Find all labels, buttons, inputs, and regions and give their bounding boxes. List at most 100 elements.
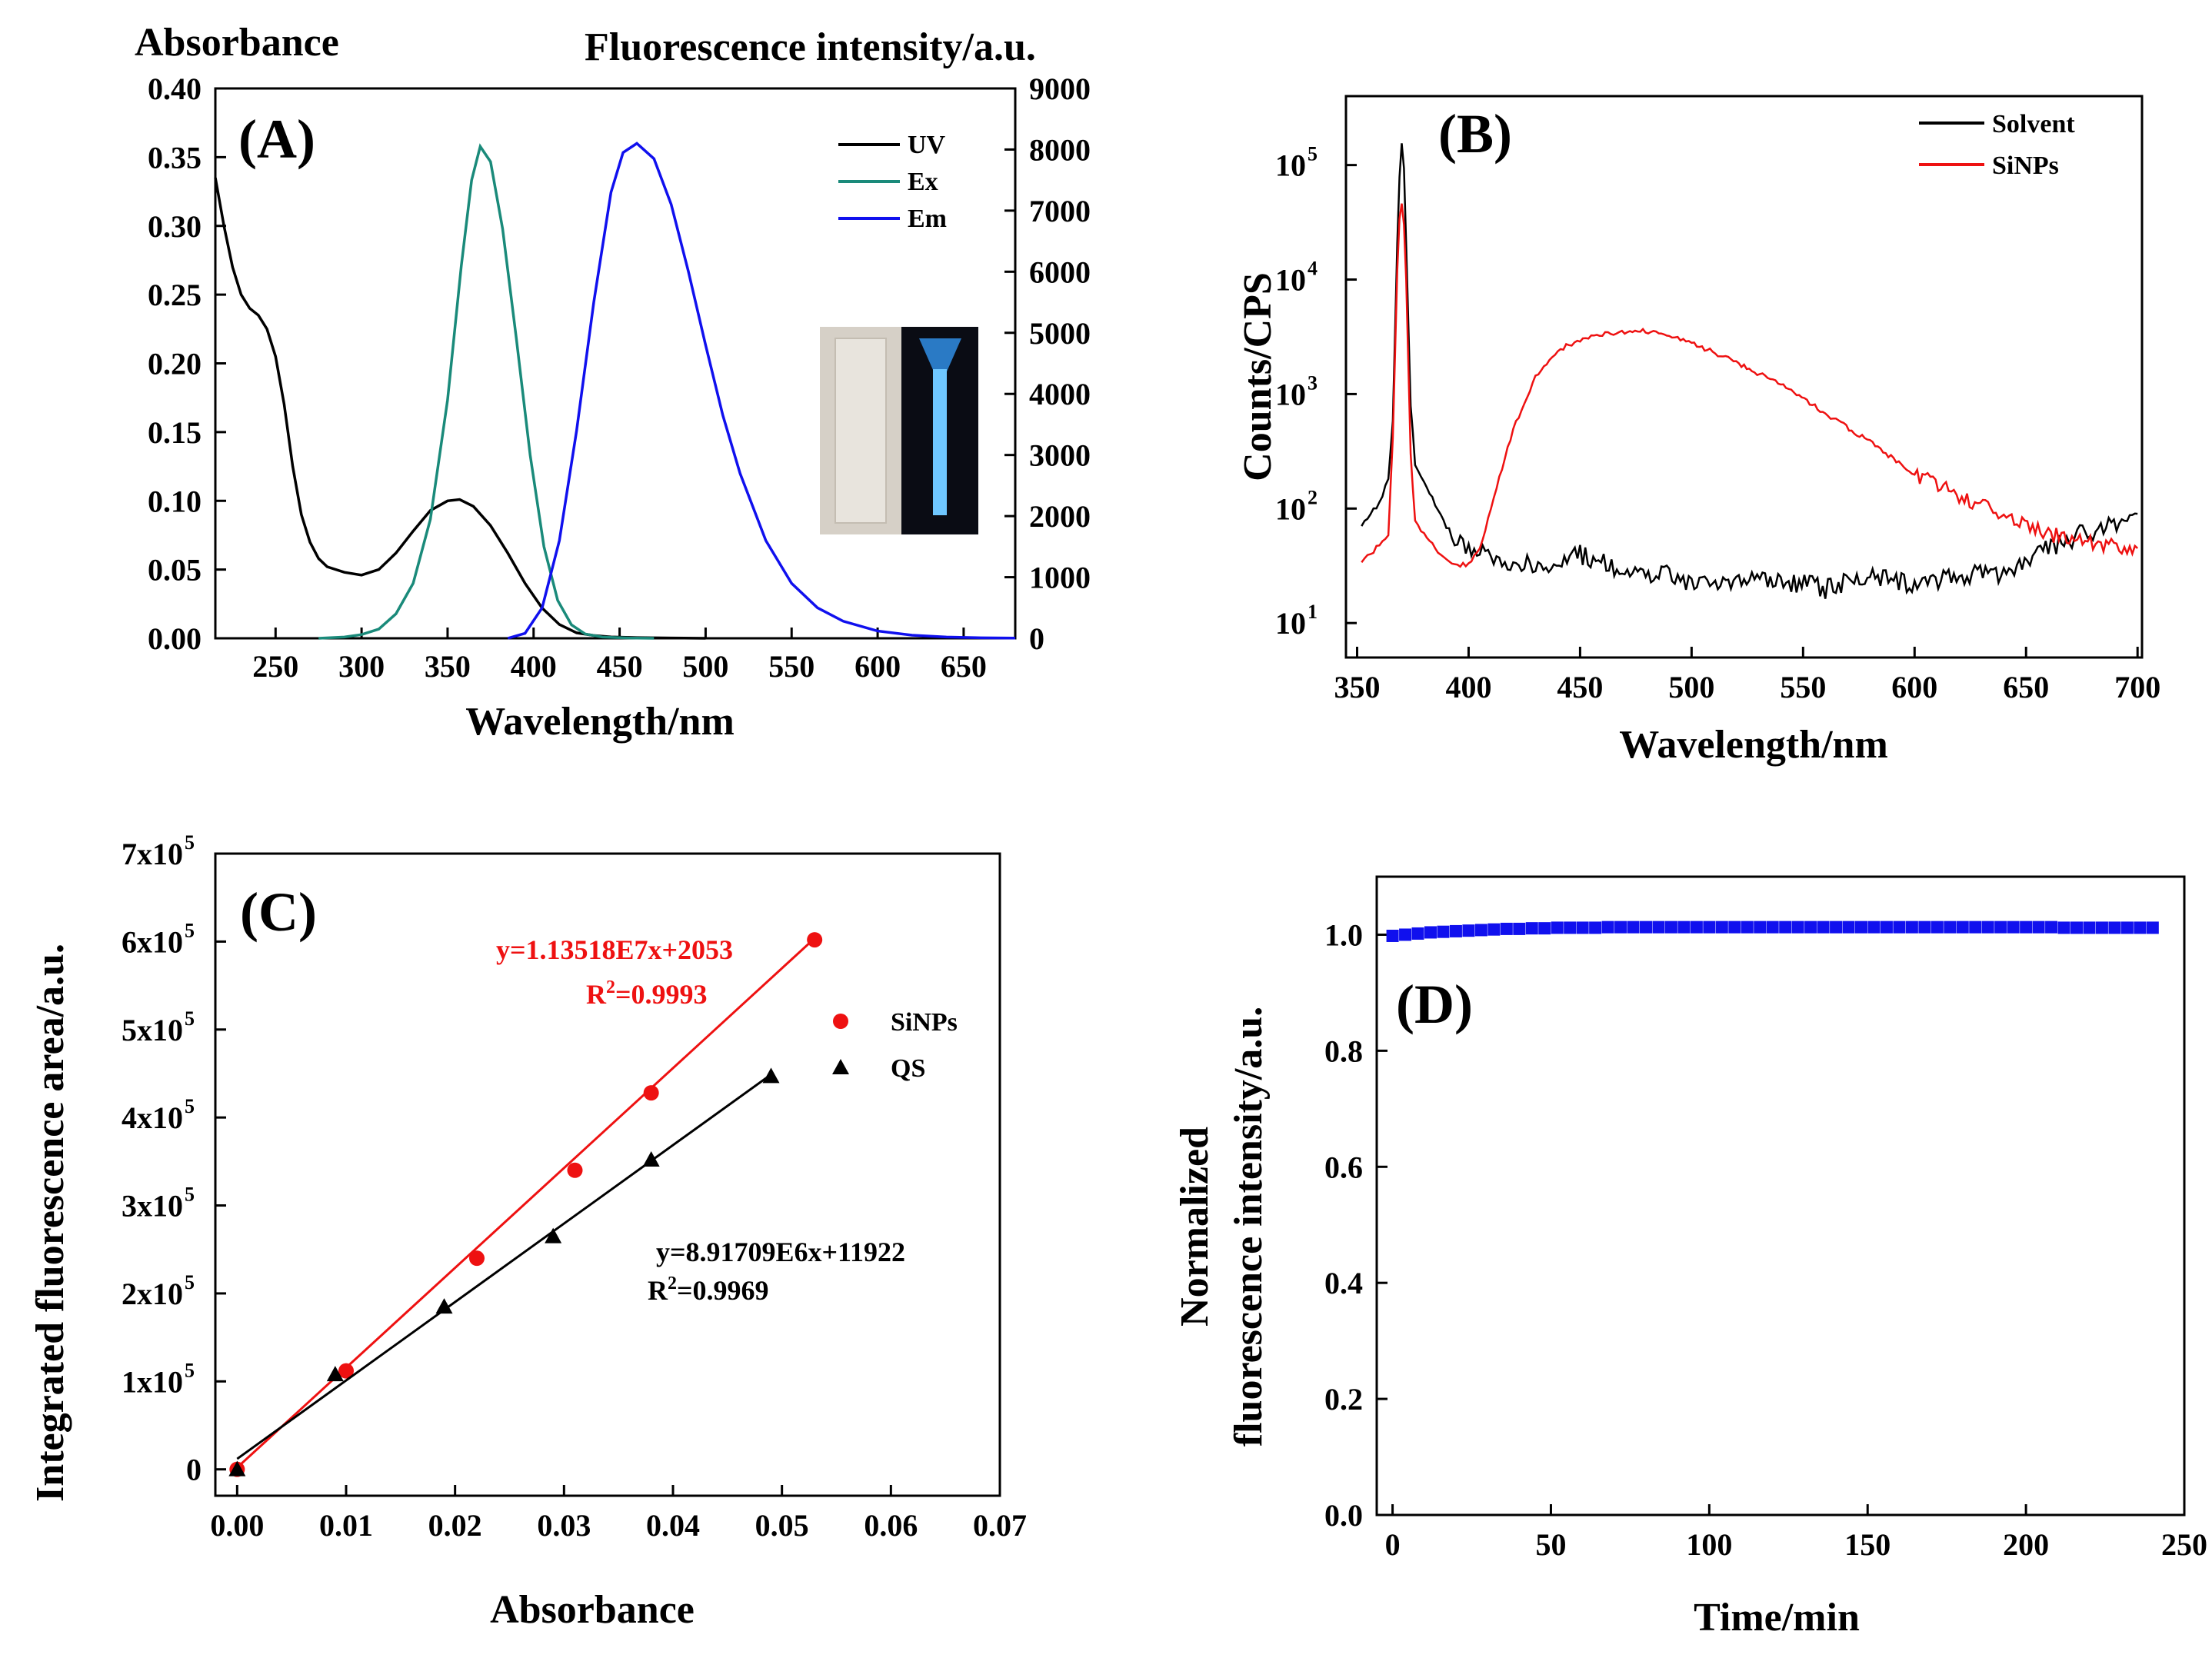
chart-d-point xyxy=(1703,921,1716,934)
chart-a-x-tick-label: 350 xyxy=(425,649,471,684)
chart-d-x-tick-label: 0 xyxy=(1385,1527,1401,1562)
chart-d-point xyxy=(2120,921,2134,934)
chart-c-point-sinps xyxy=(643,1085,659,1101)
chart-d-point xyxy=(1424,926,1437,939)
chart-d-y-tick-label: 1.0 xyxy=(1324,917,1363,952)
chart-d-point xyxy=(1564,921,1577,934)
chart-c-y-tick-label: 3x10 xyxy=(122,1189,183,1224)
chart-d-point xyxy=(1386,929,1399,942)
chart-c-x-tick-label: 0.06 xyxy=(864,1508,918,1543)
chart-c-y-tick-exponent: 5 xyxy=(185,1271,195,1293)
chart-a-y-left-tick-label: 0.10 xyxy=(148,484,202,518)
chart-d-point xyxy=(1754,921,1767,934)
chart-d-point xyxy=(1830,921,1843,934)
chart-d-point xyxy=(1601,921,1614,934)
chart-a-x-tick-label: 250 xyxy=(252,649,298,684)
chart-d-point xyxy=(1817,921,1830,934)
chart-d-point xyxy=(1640,921,1652,934)
chart-d-point xyxy=(2057,921,2070,934)
chart-b-x-tick-label: 350 xyxy=(1334,670,1380,704)
chart-a-y-right-tick-label: 2000 xyxy=(1029,499,1091,534)
chart-b-legend: Solvent SiNPs xyxy=(1919,110,2075,180)
chart-a-x-tick-label: 500 xyxy=(682,649,728,684)
chart-d-point xyxy=(1728,921,1741,934)
chart-a-y-right-tick-label: 6000 xyxy=(1029,255,1091,289)
chart-a-legend-label: UV xyxy=(908,131,946,159)
sinps-fit-r2: R2=0.9993 xyxy=(586,977,708,1010)
qs-fit-r2: R2=0.9969 xyxy=(648,1273,769,1306)
chart-d-y-tick-label: 0.2 xyxy=(1324,1382,1363,1417)
chart-c-legend: SiNPs QS xyxy=(832,1008,958,1083)
chart-b-legend-label: Solvent xyxy=(1992,110,2075,138)
chart-d-point xyxy=(2134,921,2147,934)
chart-d-point xyxy=(1399,928,1412,941)
chart-d-y-axis-title-line2: fluorescence intensity/a.u. xyxy=(1227,1007,1271,1447)
chart-b-series-solvent xyxy=(1361,143,2138,599)
chart-d-point xyxy=(2083,921,2096,934)
chart-c-point-qs xyxy=(435,1298,453,1314)
chart-b-panel-letter: (B) xyxy=(1438,103,1512,165)
panel-c: (C) Absorbance Integrated fluorescence a… xyxy=(0,769,1138,1658)
chart-d-point xyxy=(1994,921,2007,934)
chart-b-frame xyxy=(1344,95,2144,659)
chart-b-y-axis-title: Counts/CPS xyxy=(1236,272,1280,481)
chart-a-panel-letter: (A) xyxy=(238,108,315,170)
chart-b-x-tick-label: 700 xyxy=(2114,670,2160,704)
sinps-r2-post: =0.9993 xyxy=(615,979,708,1010)
chart-d-point xyxy=(2020,921,2033,934)
chart-a-y-left-tick-label: 0.30 xyxy=(148,209,202,244)
chart-d-point xyxy=(1411,927,1424,940)
chart-d-point xyxy=(1664,921,1677,934)
chart-a-series-uv xyxy=(214,177,706,640)
chart-d-point xyxy=(1867,921,1881,934)
chart-b-y-tick-exponent: 5 xyxy=(1308,143,1318,165)
chart-a-y-right-tick-label: 9000 xyxy=(1029,72,1091,106)
chart-c-legend-label: QS xyxy=(891,1054,925,1083)
chart-b-y-tick-label: 10 xyxy=(1275,263,1306,298)
chart-a-y-right-tick-label: 1000 xyxy=(1029,561,1091,595)
chart-d-point xyxy=(1969,921,1982,934)
chart-b-series-sinps xyxy=(1361,203,2139,568)
panel-d: (D) Time/min Normalized fluorescence int… xyxy=(1138,769,2212,1658)
chart-d-point xyxy=(1855,921,1867,934)
chart-a-y-right-tick-label: 0 xyxy=(1029,621,1044,656)
chart-c-y-tick-label: 5x10 xyxy=(122,1013,183,1047)
chart-b-legend-label: SiNPs xyxy=(1992,151,2059,180)
chart-c-legend-label: SiNPs xyxy=(891,1008,958,1037)
chart-d-point xyxy=(1627,921,1640,934)
chart-a-legend-label: Em xyxy=(908,205,947,233)
chart-d-point xyxy=(1791,921,1804,934)
chart-b-y-tick-label: 10 xyxy=(1275,606,1306,641)
chart-d-point xyxy=(1487,923,1501,936)
chart-d-point xyxy=(2045,921,2058,934)
chart-c-fit-qs xyxy=(236,1074,772,1460)
chart-d-point xyxy=(1589,921,1602,934)
chart-a-x-tick-label: 400 xyxy=(511,649,557,684)
chart-d-point xyxy=(1525,922,1538,935)
chart-a-x-tick-label: 450 xyxy=(597,649,643,684)
chart-c-legend-marker xyxy=(832,1059,849,1074)
chart-d-panel-letter: (D) xyxy=(1396,974,1473,1035)
chart-d-point xyxy=(1981,921,1994,934)
chart-c-x-tick-label: 0.02 xyxy=(428,1508,482,1543)
chart-c-panel-letter: (C) xyxy=(240,881,317,943)
chart-d-x-tick-label: 200 xyxy=(2003,1527,2049,1562)
qs-r2-sup: 2 xyxy=(668,1273,677,1293)
chart-d-x-tick-label: 150 xyxy=(1844,1527,1891,1562)
chart-d-point xyxy=(2070,921,2083,934)
chart-d-y-tick-label: 0.6 xyxy=(1324,1150,1363,1184)
chart-d-point xyxy=(1500,922,1513,935)
chart-a-left-axis-title: Absorbance xyxy=(135,21,339,65)
chart-a-y-left-tick-label: 0.15 xyxy=(148,415,202,450)
chart-a-y-left-tick-label: 0.25 xyxy=(148,278,202,312)
chart-d-point xyxy=(1905,921,1918,934)
chart-d-y-tick-label: 0.4 xyxy=(1324,1266,1363,1300)
chart-b-y-tick-exponent: 4 xyxy=(1308,258,1318,280)
chart-c-point-qs xyxy=(762,1067,780,1084)
chart-b-y-tick-label: 10 xyxy=(1275,377,1306,411)
chart-d-x-tick-label: 100 xyxy=(1686,1527,1732,1562)
chart-d-point xyxy=(2108,921,2121,934)
chart-d-point xyxy=(2032,921,2045,934)
chart-c-x-tick-label: 0.05 xyxy=(755,1508,809,1543)
qs-r2-pre: R xyxy=(648,1275,668,1306)
